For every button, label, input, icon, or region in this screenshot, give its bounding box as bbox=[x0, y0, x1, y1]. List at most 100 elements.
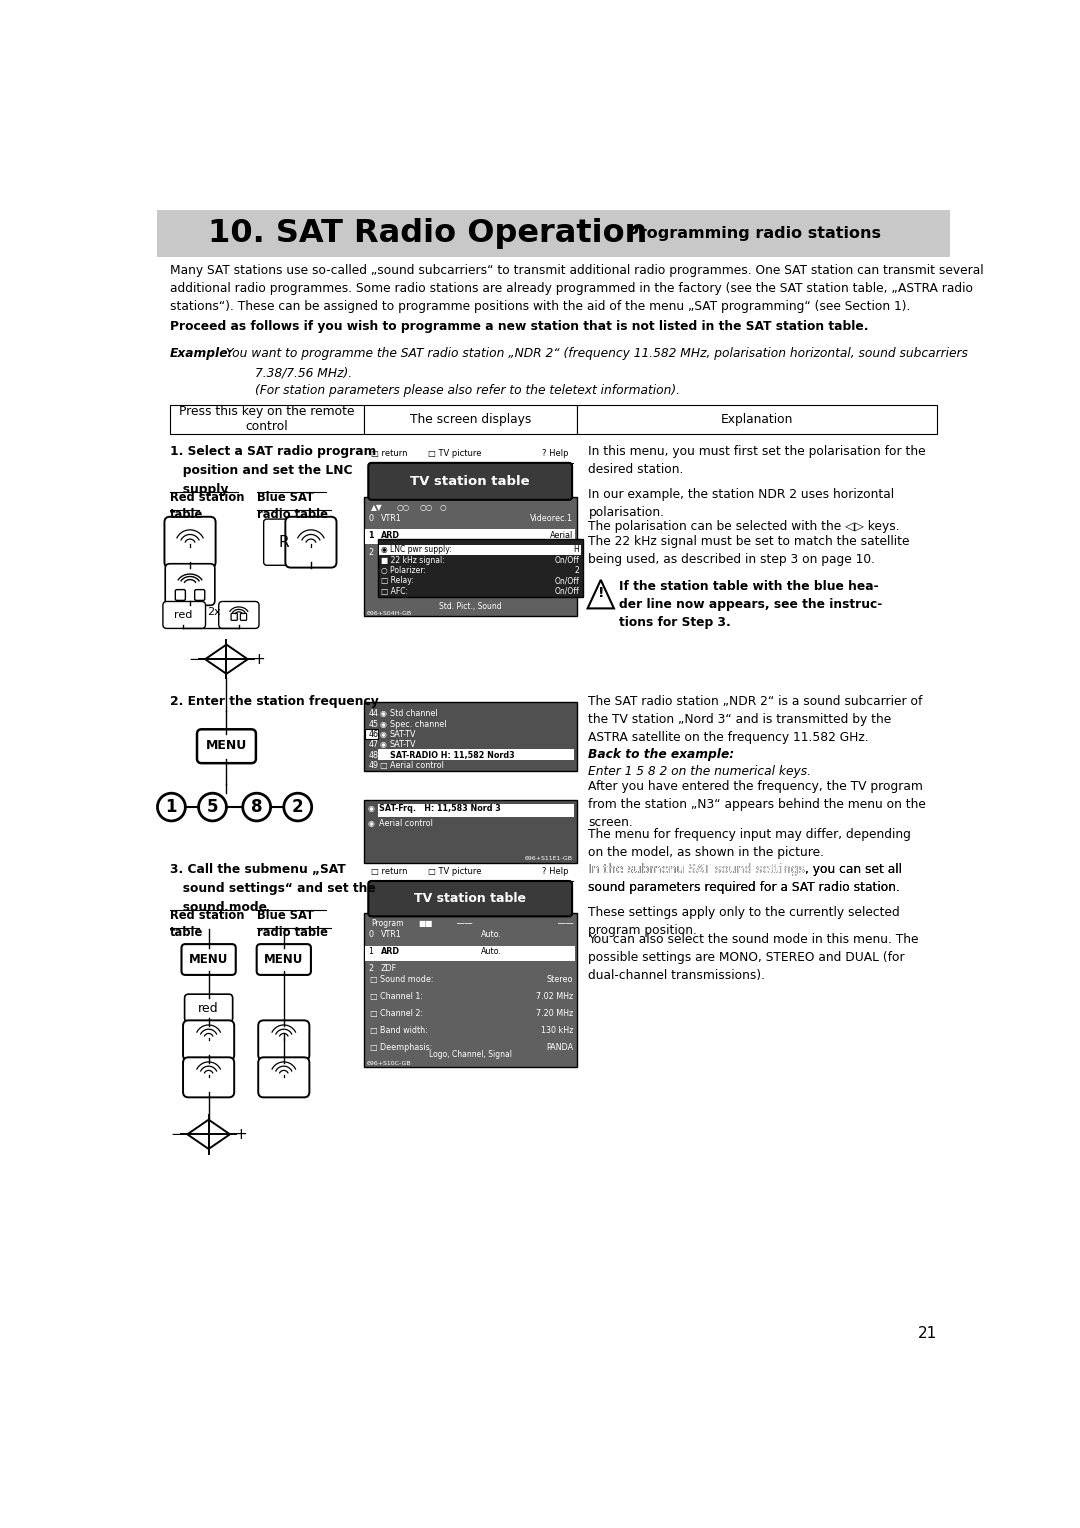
Text: ◉: ◉ bbox=[379, 750, 387, 759]
Text: 3. Call the submenu „SAT
   sound settings“ and set the
   sound mode: 3. Call the submenu „SAT sound settings“… bbox=[170, 863, 376, 914]
Text: radio table: radio table bbox=[257, 509, 328, 521]
Bar bbox=[577, 405, 937, 434]
FancyBboxPatch shape bbox=[368, 463, 572, 500]
FancyBboxPatch shape bbox=[258, 1057, 309, 1097]
Text: ◉: ◉ bbox=[367, 819, 375, 828]
Text: Stereo: Stereo bbox=[546, 975, 572, 984]
Text: 2: 2 bbox=[292, 798, 303, 816]
Text: MENU: MENU bbox=[206, 740, 247, 752]
Text: Auto.: Auto. bbox=[481, 931, 502, 940]
Text: In the submenu: In the submenu bbox=[589, 863, 689, 876]
Text: The polarisation can be selected with the ◁▷ keys.: The polarisation can be selected with th… bbox=[589, 520, 900, 533]
Text: 696+S11E1-GB: 696+S11E1-GB bbox=[525, 856, 572, 860]
Text: Programming radio stations: Programming radio stations bbox=[627, 226, 881, 241]
Text: Std channel: Std channel bbox=[390, 709, 437, 718]
Text: 45: 45 bbox=[368, 720, 378, 729]
Text: In the submenu SAT sound settings: In the submenu SAT sound settings bbox=[589, 863, 806, 876]
Text: ○ Polarizer:: ○ Polarizer: bbox=[381, 565, 427, 575]
Text: Explanation: Explanation bbox=[720, 413, 793, 426]
Bar bbox=[364, 701, 577, 770]
Text: Spec. channel: Spec. channel bbox=[390, 720, 446, 729]
FancyBboxPatch shape bbox=[163, 602, 205, 628]
Bar bbox=[364, 497, 577, 616]
Text: SAT-TV: SAT-TV bbox=[390, 730, 417, 740]
FancyBboxPatch shape bbox=[194, 590, 205, 601]
Text: ○○: ○○ bbox=[396, 503, 409, 512]
Circle shape bbox=[199, 793, 227, 821]
Text: +: + bbox=[234, 1126, 247, 1141]
Text: R: R bbox=[279, 535, 289, 550]
Text: In the submenu SAT sound settings, you can set all
sound parameters required for: In the submenu SAT sound settings, you c… bbox=[589, 863, 903, 894]
Text: MENU: MENU bbox=[189, 953, 228, 966]
Text: red: red bbox=[199, 1001, 219, 1015]
Text: □ Deemphasis:: □ Deemphasis: bbox=[369, 1042, 432, 1051]
Text: 7.20 MHz: 7.20 MHz bbox=[536, 1008, 572, 1018]
Text: 5: 5 bbox=[206, 798, 218, 816]
FancyBboxPatch shape bbox=[258, 1021, 309, 1060]
Text: In our example, the station NDR 2 uses horizontal
polarisation.: In our example, the station NDR 2 uses h… bbox=[589, 487, 894, 518]
Text: ZDF: ZDF bbox=[380, 964, 396, 973]
Text: 0: 0 bbox=[368, 931, 374, 940]
Bar bbox=[378, 539, 583, 597]
Text: You want to programme the SAT radio station „NDR 2“ (frequency 11.582 MHz, polar: You want to programme the SAT radio stat… bbox=[226, 347, 968, 359]
Text: 0: 0 bbox=[368, 513, 374, 523]
Text: ◉ LNC pwr supply:: ◉ LNC pwr supply: bbox=[381, 545, 453, 555]
FancyBboxPatch shape bbox=[197, 729, 256, 762]
Text: +: + bbox=[253, 652, 265, 666]
Text: If the station table with the blue hea-
der line now appears, see the instruc-
t: If the station table with the blue hea- … bbox=[619, 581, 882, 630]
Bar bbox=[379, 545, 581, 555]
Text: On/Off: On/Off bbox=[554, 576, 579, 585]
FancyBboxPatch shape bbox=[218, 602, 259, 628]
Text: Auto.: Auto. bbox=[481, 947, 502, 957]
Text: 1. Select a SAT radio program
   position and set the LNC
   supply: 1. Select a SAT radio program position a… bbox=[170, 445, 376, 497]
Text: Blue SAT: Blue SAT bbox=[257, 909, 314, 923]
Bar bbox=[170, 405, 364, 434]
Bar bbox=[365, 946, 576, 961]
Text: Press this key on the remote
control: Press this key on the remote control bbox=[179, 405, 354, 434]
Bar bbox=[364, 405, 577, 434]
Text: Proceed as follows if you wish to programme a new station that is not listed in : Proceed as follows if you wish to progra… bbox=[170, 321, 868, 333]
Text: Videorec.1: Videorec.1 bbox=[530, 513, 572, 523]
FancyBboxPatch shape bbox=[285, 516, 337, 567]
Text: 1: 1 bbox=[368, 530, 374, 539]
Text: Logo, Channel, Signal: Logo, Channel, Signal bbox=[429, 1050, 512, 1059]
Text: 46: 46 bbox=[368, 730, 378, 740]
Text: ――: ―― bbox=[457, 920, 472, 929]
Circle shape bbox=[284, 793, 312, 821]
Text: 44: 44 bbox=[368, 709, 378, 718]
Text: The SAT radio station „NDR 2“ is a sound subcarrier of
the TV station „Nord 3“ a: The SAT radio station „NDR 2“ is a sound… bbox=[589, 695, 922, 744]
FancyBboxPatch shape bbox=[164, 516, 216, 567]
Text: □ TV picture: □ TV picture bbox=[428, 866, 481, 876]
Text: ZDF: ZDF bbox=[380, 547, 396, 556]
Text: 49: 49 bbox=[368, 761, 378, 770]
Text: (For station parameters please also refer to the teletext information).: (For station parameters please also refe… bbox=[255, 384, 680, 397]
Text: PANDA: PANDA bbox=[545, 1042, 572, 1051]
FancyBboxPatch shape bbox=[264, 520, 303, 565]
Text: ◉: ◉ bbox=[367, 804, 375, 813]
Text: ARD: ARD bbox=[380, 530, 400, 539]
FancyBboxPatch shape bbox=[231, 613, 238, 620]
Bar bbox=[378, 749, 573, 759]
Bar bbox=[365, 529, 576, 544]
Text: □ Sound mode:: □ Sound mode: bbox=[369, 975, 433, 984]
Text: □: □ bbox=[379, 761, 387, 770]
Text: ○: ○ bbox=[440, 503, 446, 512]
Text: ARD: ARD bbox=[380, 947, 400, 957]
Text: TV station table: TV station table bbox=[415, 892, 526, 905]
Text: −: − bbox=[188, 652, 201, 666]
Text: ■ 22 kHz signal:: ■ 22 kHz signal: bbox=[381, 556, 445, 565]
FancyBboxPatch shape bbox=[183, 1057, 234, 1097]
Text: □ AFC:: □ AFC: bbox=[381, 587, 408, 596]
Text: The 22 kHz signal must be set to match the satellite
being used, as described in: The 22 kHz signal must be set to match t… bbox=[589, 535, 909, 567]
Bar bbox=[157, 211, 950, 257]
Text: 2: 2 bbox=[368, 547, 374, 556]
Text: ◉: ◉ bbox=[379, 720, 387, 729]
Text: Blue SAT: Blue SAT bbox=[257, 492, 314, 504]
Text: 8: 8 bbox=[251, 798, 262, 816]
Text: Std. Pict., Sound: Std. Pict., Sound bbox=[438, 602, 501, 611]
Text: !: ! bbox=[597, 587, 604, 601]
Bar bbox=[378, 804, 573, 817]
Text: Back to the example:: Back to the example: bbox=[589, 747, 734, 761]
Text: ◉: ◉ bbox=[379, 709, 387, 718]
Text: □ Band width:: □ Band width: bbox=[369, 1025, 428, 1034]
